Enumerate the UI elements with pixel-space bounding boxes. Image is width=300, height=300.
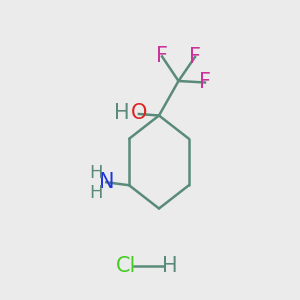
Text: N: N [99,172,114,192]
Text: F: F [156,46,168,66]
Text: Cl: Cl [116,256,136,275]
Text: O: O [131,103,147,123]
Text: H: H [162,256,177,275]
Text: H: H [89,164,103,182]
Text: H: H [114,103,130,123]
Text: F: F [189,47,201,67]
Text: H: H [89,184,103,202]
Text: F: F [199,73,211,92]
